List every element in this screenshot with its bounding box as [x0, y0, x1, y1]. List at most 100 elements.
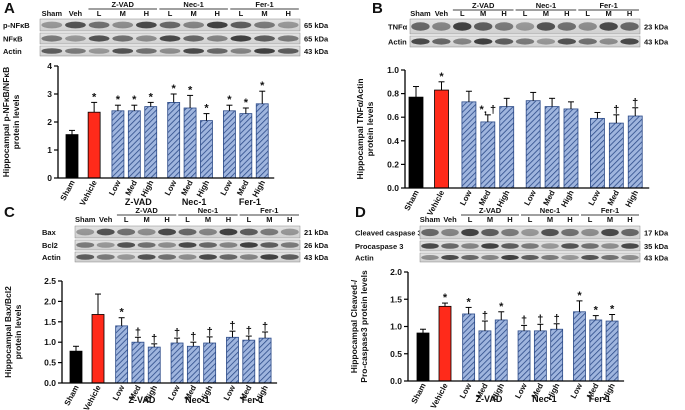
blot-band: [621, 254, 639, 261]
blot-band: [260, 254, 279, 260]
blot-header-dose: M: [266, 215, 272, 224]
x-tick-label: Low: [111, 383, 127, 402]
blot-header-group: Z-VAD: [135, 206, 158, 215]
bar: [186, 345, 200, 384]
blot-band: [494, 38, 514, 45]
blot-band: [578, 22, 597, 31]
error-bar: [503, 97, 510, 107]
blot-header-group: Z-VAD: [479, 206, 502, 215]
bar: [87, 111, 101, 179]
error-bar: [73, 345, 79, 352]
blot-band: [137, 242, 156, 248]
blot-header-dose: M: [547, 215, 553, 224]
blot-band: [183, 48, 205, 54]
x-tick-label: High: [139, 179, 155, 199]
blot-band: [135, 21, 157, 29]
blot-band: [557, 22, 577, 31]
blot-band: [599, 38, 618, 45]
significance-marker: †: [229, 320, 235, 332]
blot-size: 65 kDa: [304, 35, 329, 44]
blot-header-dose: H: [627, 215, 632, 224]
blot-band: [88, 35, 110, 42]
blot-band: [277, 21, 299, 29]
blot-header-dose: L: [528, 215, 533, 224]
blot-band: [432, 38, 451, 45]
bar: [494, 319, 508, 382]
group-label: Nec-1: [185, 395, 210, 405]
bar: [525, 100, 541, 189]
x-tick-label: Med: [124, 179, 140, 197]
error-bar: [530, 91, 537, 101]
blot-band: [441, 228, 459, 237]
blot-band: [230, 21, 252, 29]
error-bar: [465, 306, 472, 314]
blot-band: [88, 48, 110, 54]
error-bar: [481, 320, 488, 331]
blot-band: [473, 22, 493, 31]
y-tick-label: 0.0: [387, 183, 399, 193]
bar: [223, 110, 236, 179]
bar: [480, 121, 496, 189]
blot-header-dose: H: [285, 9, 290, 18]
error-bar: [147, 101, 154, 107]
significance-marker: *: [443, 292, 448, 304]
error-bar: [438, 81, 445, 91]
blot-size: 17 kDa: [644, 229, 669, 238]
error-bar: [170, 93, 177, 103]
error-bar: [537, 323, 544, 331]
x-tick-label: Med: [477, 189, 493, 207]
y-axis-label: protein levels: [365, 101, 375, 156]
error-bar: [465, 90, 472, 102]
blot-size: 43 kDa: [304, 253, 329, 262]
bar: [200, 120, 213, 179]
blot-header-dose: M: [143, 215, 149, 224]
blot-band: [280, 228, 299, 236]
blot-band: [541, 243, 559, 249]
bar: [183, 107, 197, 179]
blot-band: [183, 21, 205, 29]
blot-header-dose: H: [287, 215, 292, 224]
blot-band: [158, 254, 177, 260]
blot-band: [117, 242, 136, 248]
x-tick-label: Sham: [63, 384, 81, 407]
group-label: Fer-1: [239, 197, 261, 207]
blot-strip: [409, 18, 641, 35]
error-bar: [576, 300, 583, 312]
blot-band: [521, 228, 539, 237]
blot-band: [198, 254, 217, 260]
significance-marker: *: [577, 290, 582, 302]
blot-header-veh: Veh: [69, 9, 83, 18]
group-label: Nec-1: [182, 197, 207, 207]
bar: [438, 305, 452, 382]
y-tick-label: 1: [47, 145, 52, 155]
x-tick-label: Vehicle: [78, 178, 99, 207]
x-tick-label: Low: [219, 178, 235, 197]
blot-band: [601, 228, 619, 237]
blot-band: [441, 254, 459, 261]
y-tick-label: 2.0: [390, 267, 402, 277]
blot-band: [96, 242, 115, 248]
blot-header-dose: L: [247, 215, 252, 224]
x-tick-label: Low: [587, 188, 603, 207]
blot-band: [461, 228, 479, 237]
blot-band: [501, 228, 519, 237]
blot-band: [421, 254, 439, 261]
error-bar: [114, 104, 121, 111]
significance-marker: *: [92, 91, 97, 103]
significance-marker: †: [632, 97, 638, 109]
significance-marker: †: [174, 327, 180, 339]
blot-band: [198, 228, 217, 236]
x-tick-label: Sham: [403, 189, 421, 212]
y-axis-label: Hippocampal Bax/Bcl2: [3, 286, 13, 378]
blot-size: 23 kDa: [644, 23, 669, 32]
blot-band: [441, 243, 459, 249]
blot-band: [578, 38, 597, 45]
bar: [239, 113, 253, 179]
blot-header-dose: H: [501, 9, 506, 18]
blot-band: [561, 254, 579, 261]
blot-header-veh: Veh: [443, 215, 457, 224]
blot-strip: [39, 45, 301, 57]
blot-header-sham: Sham: [75, 215, 96, 224]
group-label: Z-VAD: [476, 394, 503, 404]
blot-band: [206, 48, 228, 54]
